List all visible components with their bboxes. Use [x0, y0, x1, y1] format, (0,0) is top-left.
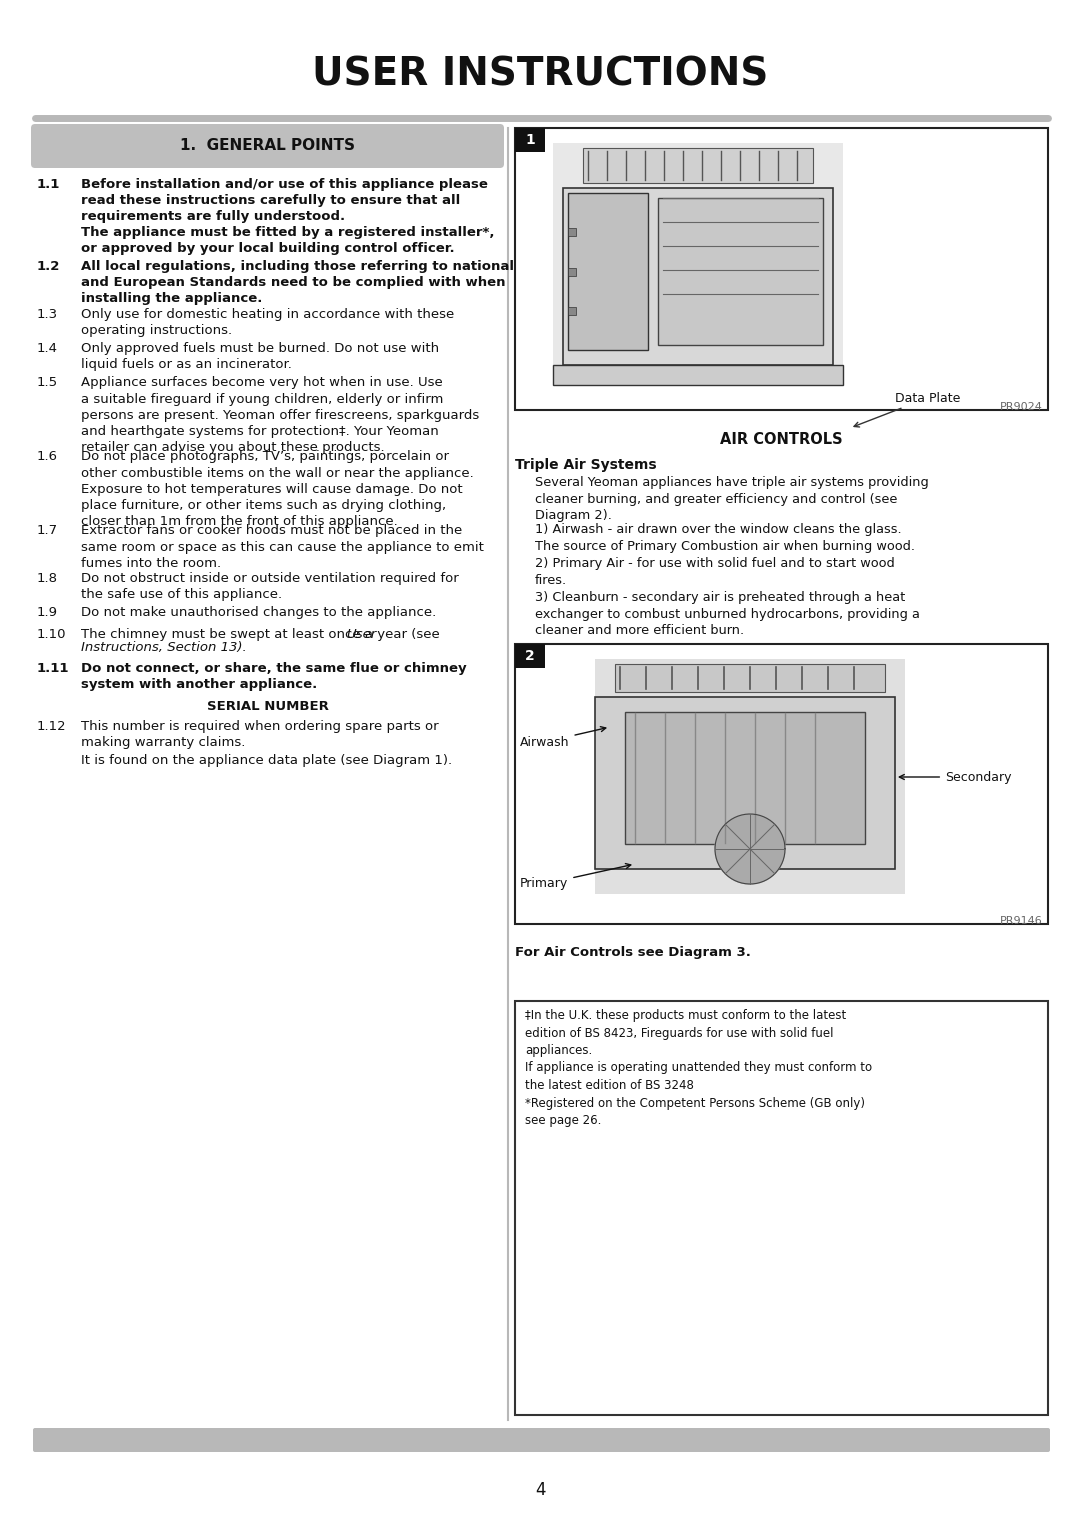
Bar: [515, 128, 545, 153]
Text: 2) Primary Air - for use with solid fuel and to start wood
fires.: 2) Primary Air - for use with solid fuel…: [535, 557, 894, 586]
Text: Instructions, Section 13).: Instructions, Section 13).: [81, 641, 246, 654]
Text: Triple Air Systems: Triple Air Systems: [515, 458, 657, 472]
Text: User: User: [347, 628, 377, 641]
Text: 1.12: 1.12: [37, 719, 67, 733]
Text: 1.8: 1.8: [37, 573, 58, 585]
Bar: [568, 307, 576, 315]
Text: Extractor fans or cooker hoods must not be placed in the
same room or space as t: Extractor fans or cooker hoods must not …: [81, 524, 484, 570]
Bar: [553, 144, 843, 385]
Text: Only use for domestic heating in accordance with these
operating instructions.: Only use for domestic heating in accorda…: [81, 307, 455, 337]
Text: ‡In the U.K. these products must conform to the latest
edition of BS 8423, Fireg: ‡In the U.K. these products must conform…: [525, 1009, 873, 1127]
Text: AIR CONTROLS: AIR CONTROLS: [720, 432, 842, 447]
Text: It is found on the appliance data plate (see Diagram 1).: It is found on the appliance data plate …: [81, 754, 453, 767]
Bar: [625, 712, 865, 844]
Text: Primary: Primary: [519, 864, 631, 890]
Text: All local regulations, including those referring to national
and European Standa: All local regulations, including those r…: [81, 260, 514, 305]
Text: 1.7: 1.7: [37, 524, 58, 538]
Bar: [515, 644, 1048, 924]
Text: Do not make unauthorised changes to the appliance.: Do not make unauthorised changes to the …: [81, 606, 436, 620]
Text: Appliance surfaces become very hot when in use. Use
a suitable fireguard if youn: Appliance surfaces become very hot when …: [81, 376, 480, 454]
Text: 1: 1: [525, 133, 535, 147]
Bar: [515, 644, 545, 667]
Text: Only approved fuels must be burned. Do not use with
liquid fuels or as an incine: Only approved fuels must be burned. Do n…: [81, 342, 440, 371]
Bar: [515, 1002, 1048, 1416]
Text: PR9024: PR9024: [1000, 402, 1043, 412]
Bar: [568, 267, 576, 275]
Polygon shape: [715, 814, 785, 884]
Text: This number is required when ordering spare parts or
making warranty claims.: This number is required when ordering sp…: [81, 719, 438, 748]
Text: 1.5: 1.5: [37, 376, 58, 389]
Text: 1.6: 1.6: [37, 450, 58, 463]
FancyBboxPatch shape: [33, 1428, 1050, 1452]
Text: Do not place photographs, TV’s, paintings, porcelain or
other combustible items : Do not place photographs, TV’s, painting…: [81, 450, 474, 528]
Text: For Air Controls see Diagram 3.: For Air Controls see Diagram 3.: [515, 947, 751, 959]
Text: Airwash: Airwash: [519, 727, 606, 748]
Text: SERIAL NUMBER: SERIAL NUMBER: [206, 701, 328, 713]
Text: 1.11: 1.11: [37, 663, 69, 675]
Text: 1.  GENERAL POINTS: 1. GENERAL POINTS: [180, 139, 355, 154]
Bar: [568, 192, 648, 350]
Text: PR9146: PR9146: [1000, 916, 1043, 925]
Bar: [568, 228, 576, 237]
Text: Secondary: Secondary: [900, 771, 1012, 783]
Text: Do not connect, or share, the same flue or chimney
system with another appliance: Do not connect, or share, the same flue …: [81, 663, 467, 692]
Bar: [553, 365, 843, 385]
Bar: [583, 148, 813, 183]
Text: The chimney must be swept at least once a year (see: The chimney must be swept at least once …: [81, 628, 444, 641]
Text: The appliance must be fitted by a registered installer*,
or approved by your loc: The appliance must be fitted by a regist…: [81, 226, 495, 255]
Text: 4: 4: [535, 1481, 545, 1500]
Text: 1.10: 1.10: [37, 628, 67, 641]
Text: Data Plate: Data Plate: [854, 391, 960, 428]
Text: 1.4: 1.4: [37, 342, 58, 354]
Text: Do not obstruct inside or outside ventilation required for
the safe use of this : Do not obstruct inside or outside ventil…: [81, 573, 459, 602]
Text: 1.9: 1.9: [37, 606, 58, 620]
Bar: [563, 188, 833, 365]
Text: 3) Cleanburn - secondary air is preheated through a heat
exchanger to combust un: 3) Cleanburn - secondary air is preheate…: [535, 591, 920, 637]
Text: 1.1: 1.1: [37, 179, 60, 191]
Text: 1.2: 1.2: [37, 260, 60, 273]
Text: Before installation and/or use of this appliance please
read these instructions : Before installation and/or use of this a…: [81, 179, 488, 223]
Bar: [595, 660, 905, 893]
Text: 2: 2: [525, 649, 535, 663]
Bar: [515, 128, 1048, 411]
FancyBboxPatch shape: [31, 124, 504, 168]
Text: Several Yeoman appliances have triple air systems providing
cleaner burning, and: Several Yeoman appliances have triple ai…: [535, 476, 929, 522]
Text: USER INSTRUCTIONS: USER INSTRUCTIONS: [312, 56, 768, 95]
Bar: [658, 199, 823, 345]
Text: 1.3: 1.3: [37, 307, 58, 321]
Bar: [615, 664, 885, 692]
Bar: [595, 696, 895, 869]
Text: 1) Airwash - air drawn over the window cleans the glass.
The source of Primary C: 1) Airwash - air drawn over the window c…: [535, 524, 915, 553]
